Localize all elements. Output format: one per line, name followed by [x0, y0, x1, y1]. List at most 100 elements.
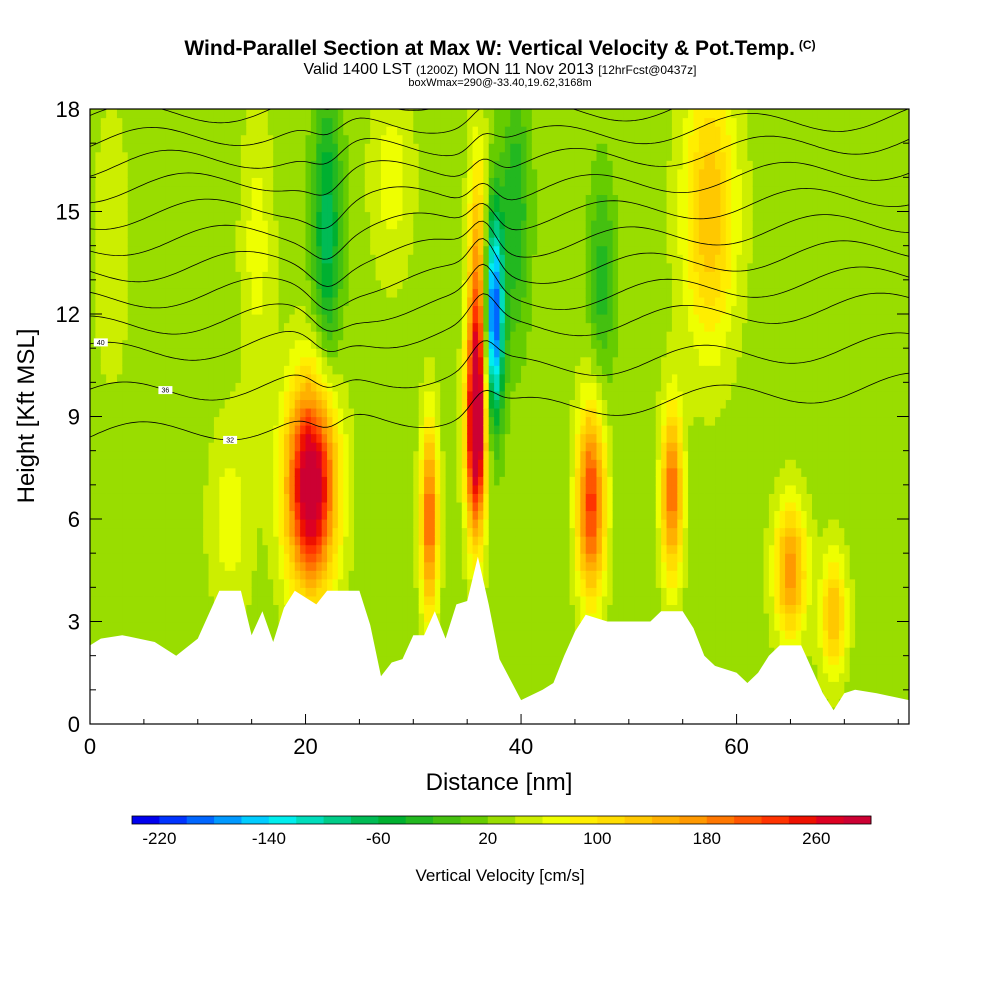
w-cell [327, 296, 334, 307]
w-cell [203, 501, 210, 512]
w-cell [267, 587, 274, 597]
w-cell [424, 484, 431, 494]
w-cell [434, 604, 441, 614]
w-cell [316, 314, 323, 324]
w-cell [219, 296, 226, 307]
w-cell [354, 527, 361, 537]
w-cell [224, 245, 231, 255]
w-cell [364, 544, 371, 554]
w-cell [375, 185, 382, 196]
w-cell [407, 527, 414, 537]
w-cell [251, 519, 258, 529]
w-cell [337, 390, 344, 401]
w-cell [440, 296, 447, 307]
w-cell [133, 185, 140, 196]
w-cell [213, 117, 220, 127]
w-cell [370, 271, 377, 281]
w-cell [224, 331, 231, 341]
w-cell [176, 595, 183, 606]
w-cell [359, 459, 366, 469]
w-cell [192, 450, 199, 460]
w-cell [380, 519, 387, 529]
w-cell [203, 595, 210, 606]
w-cell [402, 254, 409, 264]
w-cell [370, 373, 377, 383]
w-cell [246, 177, 253, 187]
w-cell [354, 467, 361, 477]
w-cell [181, 416, 188, 426]
w-cell [143, 109, 150, 119]
w-cell [429, 501, 436, 512]
w-cell [170, 117, 177, 127]
w-cell [267, 390, 274, 401]
w-cell [127, 237, 134, 247]
w-cell [176, 510, 183, 520]
w-cell [321, 570, 328, 580]
w-cell [90, 356, 96, 366]
w-cell [235, 578, 242, 588]
w-cell [154, 501, 161, 512]
w-cell [397, 459, 404, 469]
w-cell [165, 604, 172, 614]
w-cell [170, 245, 177, 255]
w-cell [273, 134, 280, 144]
w-cell [429, 271, 436, 281]
w-cell [321, 519, 328, 529]
w-cell [133, 467, 140, 477]
w-cell [219, 433, 226, 443]
w-cell [386, 160, 393, 170]
w-cell [445, 510, 452, 520]
w-cell [445, 621, 452, 631]
w-cell [445, 433, 452, 443]
w-cell [133, 228, 140, 238]
w-cell [127, 211, 134, 221]
w-cell [445, 237, 452, 247]
w-cell [267, 519, 274, 529]
w-cell [321, 501, 328, 512]
w-cell [413, 604, 420, 614]
w-cell [429, 228, 436, 238]
w-cell [149, 493, 156, 503]
w-cell [402, 570, 409, 580]
w-cell [192, 425, 199, 435]
w-cell [273, 407, 280, 418]
w-cell [359, 561, 366, 571]
w-cell [456, 501, 463, 512]
w-cell [359, 425, 366, 435]
w-cell [106, 177, 113, 187]
w-cell [359, 348, 366, 358]
w-cell [310, 578, 317, 588]
w-cell [176, 143, 183, 153]
w-cell [138, 237, 145, 247]
w-cell [192, 109, 199, 119]
w-cell [90, 339, 96, 349]
w-cell [165, 279, 172, 289]
w-cell [111, 228, 118, 238]
w-cell [224, 228, 231, 238]
w-cell [445, 245, 452, 255]
w-cell [273, 442, 280, 452]
w-cell [316, 271, 323, 281]
w-cell [246, 356, 253, 366]
w-cell [370, 339, 377, 349]
w-cell [106, 630, 113, 640]
w-cell [397, 305, 404, 315]
w-cell [440, 553, 447, 563]
w-cell [116, 433, 123, 443]
w-cell [429, 433, 436, 443]
w-cell [95, 510, 102, 520]
w-cell [224, 467, 231, 477]
w-cell [127, 621, 134, 631]
w-cell [391, 168, 398, 178]
w-cell [106, 570, 113, 580]
w-cell [160, 595, 167, 606]
w-cell [138, 390, 145, 401]
w-cell [208, 211, 215, 221]
w-cell [90, 467, 96, 477]
w-cell [402, 519, 409, 529]
w-cell [364, 373, 371, 383]
w-cell [332, 459, 339, 469]
w-cell [230, 459, 237, 469]
w-cell [375, 339, 382, 349]
w-cell [170, 621, 177, 631]
